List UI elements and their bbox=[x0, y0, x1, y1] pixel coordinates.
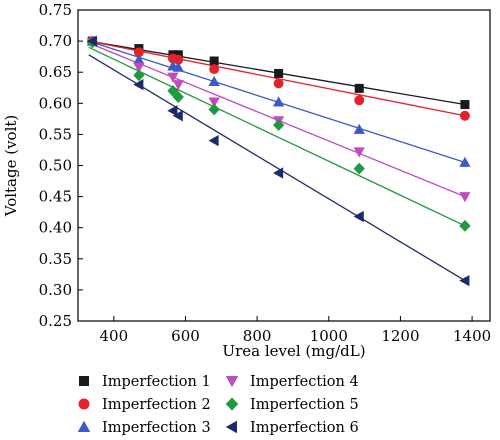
legend-label-3: Imperfection 3 bbox=[102, 420, 211, 436]
data-point-series-4 bbox=[208, 97, 220, 108]
x-tick-label: 800 bbox=[243, 327, 272, 345]
legend: Imperfection 1 Imperfection 2 Imperfection… bbox=[77, 374, 359, 436]
data-point-series-6 bbox=[86, 35, 97, 47]
fit-line-series-6 bbox=[88, 54, 466, 282]
y-tick-label: 0.75 bbox=[39, 1, 72, 19]
y-tick-label: 0.35 bbox=[39, 250, 72, 268]
legend-label-2: Imperfection 2 bbox=[102, 397, 211, 413]
data-point-series-4 bbox=[167, 72, 179, 83]
y-tick-label: 0.70 bbox=[39, 32, 72, 50]
data-point-series-1 bbox=[209, 56, 219, 66]
legend-marker-6 bbox=[225, 420, 237, 434]
fit-line-series-5 bbox=[88, 46, 466, 227]
data-point-series-2 bbox=[173, 54, 184, 65]
y-tick-label: 0.65 bbox=[39, 63, 72, 81]
data-point-series-1 bbox=[173, 50, 183, 60]
data-point-series-2 bbox=[354, 95, 365, 106]
data-point-series-2 bbox=[459, 110, 470, 121]
legend-marker-4 bbox=[225, 376, 239, 388]
y-tick-label: 0.40 bbox=[39, 219, 72, 237]
data-point-series-6 bbox=[167, 105, 178, 117]
data-point-series-6 bbox=[208, 134, 219, 147]
data-point-series-3 bbox=[208, 75, 220, 87]
legend-label-4: Imperfection 4 bbox=[250, 374, 359, 390]
data-point-series-4 bbox=[353, 147, 365, 158]
data-point-series-2 bbox=[273, 78, 284, 89]
data-point-series-5 bbox=[133, 69, 145, 82]
x-tick-label: 1200 bbox=[381, 327, 419, 345]
y-tick-label: 0.55 bbox=[39, 125, 72, 143]
data-point-series-1 bbox=[354, 83, 364, 93]
data-point-series-5 bbox=[172, 91, 184, 103]
data-point-series-5 bbox=[459, 219, 471, 232]
legend-marker-2 bbox=[78, 398, 90, 410]
x-tick-label: 1000 bbox=[310, 327, 348, 345]
data-point-series-6 bbox=[273, 167, 284, 179]
data-point-series-6 bbox=[459, 274, 470, 287]
legend-marker-3 bbox=[77, 420, 91, 432]
legend-marker-5 bbox=[225, 397, 239, 411]
data-point-series-4 bbox=[459, 192, 471, 203]
data-point-series-6 bbox=[353, 210, 364, 223]
y-tick-label: 0.50 bbox=[39, 157, 72, 175]
data-point-series-3 bbox=[133, 54, 145, 65]
x-tick-label: 400 bbox=[100, 327, 129, 345]
data-point-series-3 bbox=[273, 96, 285, 107]
fit-line-series-2 bbox=[88, 40, 466, 117]
data-point-series-3 bbox=[353, 123, 365, 134]
y-tick-label: 0.60 bbox=[39, 94, 72, 112]
y-tick-label: 0.45 bbox=[39, 188, 72, 206]
data-point-series-3 bbox=[459, 156, 471, 167]
data-point-series-6 bbox=[133, 79, 144, 91]
plot-area: 0.25 0.30 0.35 0.40 0.45 0.50 0.55 0.60 0.65 0.70… bbox=[39, 1, 492, 345]
y-tick-label: 0.30 bbox=[39, 281, 72, 299]
data-point-series-4 bbox=[172, 80, 184, 91]
data-point-series-4 bbox=[133, 62, 145, 73]
legend-label-1: Imperfection 1 bbox=[102, 374, 211, 390]
data-point-series-1 bbox=[274, 68, 284, 78]
data-point-series-5 bbox=[273, 119, 285, 131]
data-point-series-1 bbox=[460, 100, 470, 110]
legend-marker-1 bbox=[79, 376, 89, 386]
data-point-series-2 bbox=[133, 47, 144, 58]
x-tick-label: 1400 bbox=[453, 327, 491, 345]
data-point-series-5 bbox=[353, 162, 365, 175]
y-tick-label: 0.25 bbox=[39, 312, 72, 330]
x-tick-label: 600 bbox=[171, 327, 200, 345]
legend-label-5: Imperfection 5 bbox=[250, 397, 359, 413]
legend-label-6: Imperfection 6 bbox=[250, 420, 359, 436]
data-point-series-6 bbox=[172, 110, 183, 122]
data-point-series-5 bbox=[208, 103, 220, 116]
data-point-series-3 bbox=[172, 61, 184, 72]
data-point-series-2 bbox=[209, 64, 220, 75]
data-point-series-5 bbox=[167, 84, 179, 97]
y-axis-label: Voltage (volt) bbox=[2, 115, 20, 218]
x-axis-label: Urea level (mg/dL) bbox=[222, 342, 365, 360]
